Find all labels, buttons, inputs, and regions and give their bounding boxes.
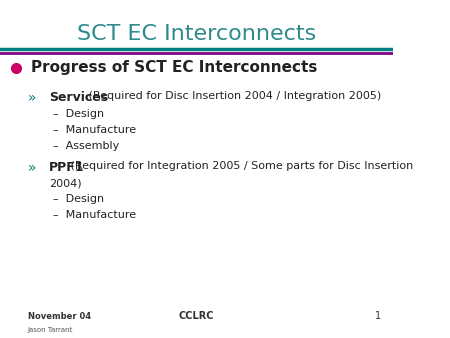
Text: CCLRC: CCLRC bbox=[179, 311, 214, 321]
Text: »: » bbox=[27, 91, 36, 105]
Text: PPF1: PPF1 bbox=[49, 161, 85, 173]
Text: »: » bbox=[27, 161, 36, 174]
Text: –  Design: – Design bbox=[53, 109, 104, 119]
Text: –  Assembly: – Assembly bbox=[53, 141, 119, 151]
Text: Services: Services bbox=[49, 91, 108, 104]
Text: (Required for Disc Insertion 2004 / Integration 2005): (Required for Disc Insertion 2004 / Inte… bbox=[85, 91, 382, 101]
Text: Progress of SCT EC Interconnects: Progress of SCT EC Interconnects bbox=[32, 60, 318, 75]
Text: –  Design: – Design bbox=[53, 194, 104, 204]
Text: SCT EC Interconnects: SCT EC Interconnects bbox=[77, 24, 316, 44]
Text: –  Manufacture: – Manufacture bbox=[53, 125, 136, 135]
Text: (Required for Integration 2005 / Some parts for Disc Insertion: (Required for Integration 2005 / Some pa… bbox=[67, 161, 414, 171]
Text: –  Manufacture: – Manufacture bbox=[53, 210, 136, 220]
Text: November 04: November 04 bbox=[27, 312, 90, 321]
Text: Jason Tarrant: Jason Tarrant bbox=[27, 327, 73, 333]
Text: 1: 1 bbox=[375, 311, 381, 321]
Text: 2004): 2004) bbox=[49, 178, 82, 188]
